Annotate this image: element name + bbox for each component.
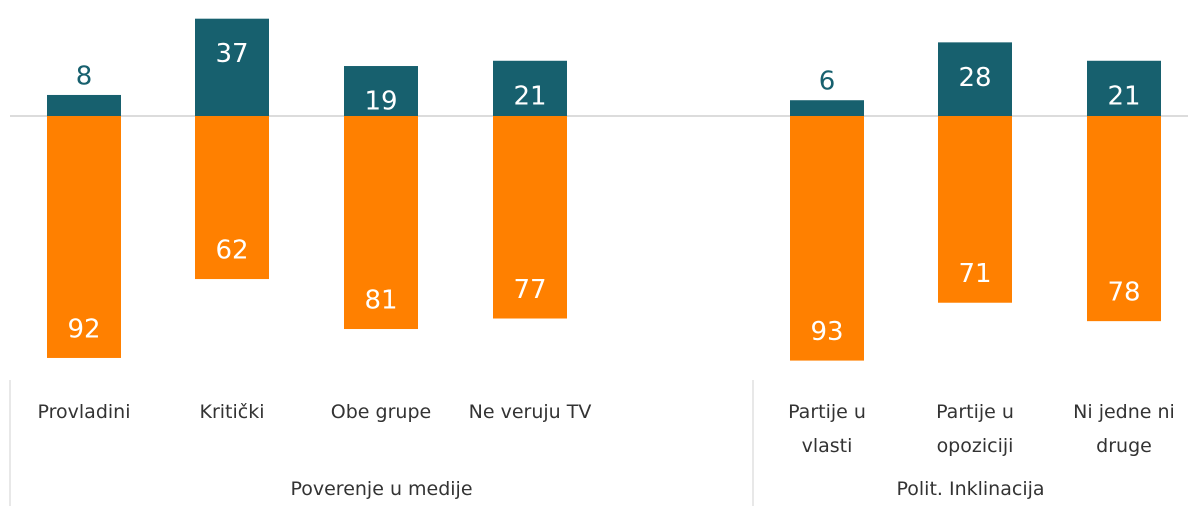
bar (790, 116, 864, 361)
x-tick-label: Partije u opoziciji (936, 401, 1014, 457)
value-label: 8 (76, 61, 93, 91)
x-tick-label: Obe grupe (330, 401, 432, 423)
value-label: 77 (513, 275, 546, 305)
bar (195, 116, 269, 280)
bar (1087, 116, 1161, 322)
bar (1087, 60, 1161, 116)
value-label: 78 (1107, 278, 1140, 308)
bar (47, 116, 121, 358)
x-tick-label: Ni jedne ni druge (1073, 401, 1175, 457)
bar (344, 116, 418, 330)
value-label: 92 (67, 314, 100, 344)
value-label: 93 (810, 317, 843, 347)
value-label: 37 (215, 39, 248, 69)
x-tick-label: Kritički (199, 401, 265, 423)
value-label: 19 (364, 87, 397, 117)
bar (938, 116, 1012, 303)
bar (195, 18, 269, 116)
group-label: Poverenje u medije (290, 478, 473, 500)
bar (344, 66, 418, 116)
value-label: 21 (1107, 81, 1140, 111)
value-label: 62 (215, 236, 248, 266)
value-label: 81 (364, 286, 397, 316)
value-label: 28 (958, 63, 991, 93)
bar (493, 60, 567, 116)
x-tick-label: Partije u vlasti (788, 401, 866, 457)
bar (790, 100, 864, 116)
bar (493, 116, 567, 319)
bar (47, 94, 121, 116)
x-tick-label: Ne veruju TV (468, 401, 592, 423)
bar (938, 42, 1012, 116)
value-label: 6 (819, 67, 836, 97)
group-label: Polit. Inklinacija (896, 478, 1045, 500)
value-label: 71 (958, 259, 991, 289)
x-tick-label: Provladini (37, 401, 131, 423)
value-label: 21 (513, 81, 546, 111)
